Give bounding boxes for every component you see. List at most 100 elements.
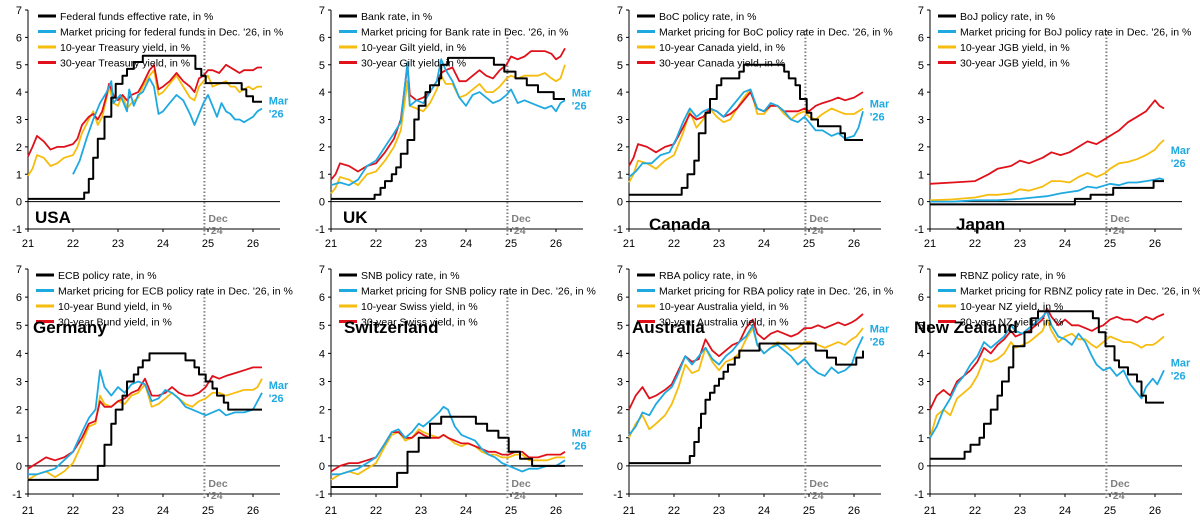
x-tick-label: 24 <box>460 505 472 517</box>
country-label: Switzerland <box>344 318 438 337</box>
x-tick-label: 22 <box>370 505 382 517</box>
x-tick-label: 25 <box>202 238 214 250</box>
y-tick-label: 6 <box>918 32 924 44</box>
x-tick-label: 21 <box>325 505 337 517</box>
legend-entry: 10-year Gilt yield, in % <box>361 42 466 54</box>
series-line-boc-policy-rate-in <box>629 63 863 196</box>
x-tick-label: 26 <box>848 505 860 517</box>
legend-entry: BoJ policy rate, in % <box>960 11 1055 23</box>
x-tick-label: 26 <box>848 238 860 250</box>
x-tick-label: 25 <box>1104 505 1116 517</box>
x-tick-label: 22 <box>668 238 680 250</box>
x-tick-label: 23 <box>415 238 427 250</box>
y-tick-label: 2 <box>918 142 924 154</box>
y-tick-label: 4 <box>319 87 325 99</box>
series-line-10-year-swiss-yield-in <box>330 428 565 481</box>
mar-26-label: Mar '26 <box>269 96 289 121</box>
series-line-market-pricing-for-rba-policy-rate-in-dec-26-in <box>628 324 864 436</box>
y-tick-label: 5 <box>319 60 325 72</box>
y-tick-label: 0 <box>319 197 325 209</box>
x-tick-label: 23 <box>713 505 725 517</box>
country-label: USA <box>35 208 71 227</box>
dec-24-label-line: '24 <box>809 225 823 237</box>
legend-entry: 30-year Australia yield, in % <box>659 317 789 329</box>
y-tick-label: 7 <box>319 264 325 276</box>
legend-entry: Market pricing for BoC policy rate in De… <box>659 27 893 39</box>
series-line-snb-policy-rate-in <box>331 415 565 488</box>
country-label: New Zealand <box>914 318 1018 337</box>
y-tick-label: 0 <box>617 197 623 209</box>
x-tick-label: 22 <box>67 238 79 250</box>
x-tick-label: 21 <box>924 238 936 250</box>
series-line-bank-rate-in <box>331 56 565 200</box>
legend-entry: SNB policy rate, in % <box>361 270 460 282</box>
legend-entry: 30-year Canada yield, in % <box>659 58 785 70</box>
dec-24-label-line: Dec <box>1110 478 1129 490</box>
legend-entry: RBA policy rate, in % <box>659 270 757 282</box>
x-tick-label: 21 <box>623 505 635 517</box>
y-tick-label: 1 <box>617 169 623 181</box>
mar-26-label-line: Mar <box>870 324 890 336</box>
series-line-market-pricing-for-rbnz-policy-rate-in-dec-26-in <box>929 310 1165 439</box>
country-label: Canada <box>649 215 711 234</box>
legend-entry: 30-year Bund yield, in % <box>58 317 172 329</box>
y-tick-label: -1 <box>315 224 325 236</box>
series-line-30-year-australia-yield-in <box>628 313 864 410</box>
y-tick-label: 1 <box>16 169 22 181</box>
series-line-30-year-nz-yield-in <box>929 307 1165 410</box>
y-tick-label: 5 <box>918 320 924 332</box>
legend-entry: 30-year NZ yield, in % <box>960 317 1063 329</box>
legend-entry: 10-year Australia yield, in % <box>659 301 789 313</box>
legend-entry: 10-year JGB yield, in % <box>960 42 1070 54</box>
x-tick-label: 25 <box>505 505 517 517</box>
dec-24-label-line: Dec <box>511 213 530 225</box>
legend-entry: Market pricing for federal funds in Dec.… <box>60 27 283 39</box>
x-tick-label: 26 <box>550 238 562 250</box>
x-tick-label: 24 <box>157 238 169 250</box>
mar-26-label-line: '26 <box>870 111 885 123</box>
series-line-10-year-australia-yield-in <box>628 327 864 439</box>
dec-24-label-line: Dec <box>809 478 828 490</box>
dec-24-label: Dec '24 <box>1110 478 1129 502</box>
mar-26-label-line: '26 <box>870 337 885 349</box>
y-tick-label: 0 <box>617 461 623 473</box>
legend-entry: 10-year Canada yield, in % <box>659 42 785 54</box>
mar-26-label-line: '26 <box>1171 158 1186 170</box>
y-tick-label: 6 <box>16 292 22 304</box>
x-tick-label: 25 <box>803 505 815 517</box>
mar-26-label: Mar '26 <box>1171 357 1191 382</box>
x-tick-label: 22 <box>370 238 382 250</box>
dec-24-label-line: '24 <box>208 225 222 237</box>
series-line-boj-policy-rate-in <box>930 180 1164 206</box>
dec-24-label-line: Dec <box>809 213 828 225</box>
y-tick-label: 0 <box>16 461 22 473</box>
x-tick-label: 21 <box>325 238 337 250</box>
dec-24-label-line: Dec <box>511 478 530 490</box>
x-tick-label: 21 <box>22 238 34 250</box>
mar-26-label-line: Mar <box>269 96 289 108</box>
mar-26-label-line: '26 <box>269 109 284 121</box>
y-tick-label: 7 <box>617 5 623 17</box>
x-tick-label: 23 <box>713 238 725 250</box>
y-tick-label: -1 <box>914 489 924 501</box>
dec-24-label: Dec '24 <box>809 478 828 502</box>
y-tick-label: 2 <box>319 405 325 417</box>
x-tick-label: 24 <box>1059 505 1071 517</box>
mar-26-label: Mar '26 <box>572 428 592 453</box>
y-tick-label: 7 <box>918 264 924 276</box>
x-tick-label: 24 <box>460 238 472 250</box>
y-tick-label: 7 <box>918 5 924 17</box>
x-tick-label: 26 <box>247 238 259 250</box>
series-line-market-pricing-for-bank-rate-in-dec-26-in <box>330 58 566 187</box>
x-tick-label: 23 <box>415 505 427 517</box>
legend-entry: 10-year NZ yield, in % <box>960 301 1063 313</box>
y-tick-label: 4 <box>617 348 623 360</box>
x-tick-label: 23 <box>1014 238 1026 250</box>
x-tick-label: 23 <box>112 505 124 517</box>
legend-entry: 30-year Treasury yield, in % <box>60 58 190 70</box>
mar-26-label: Mar '26 <box>269 380 289 405</box>
